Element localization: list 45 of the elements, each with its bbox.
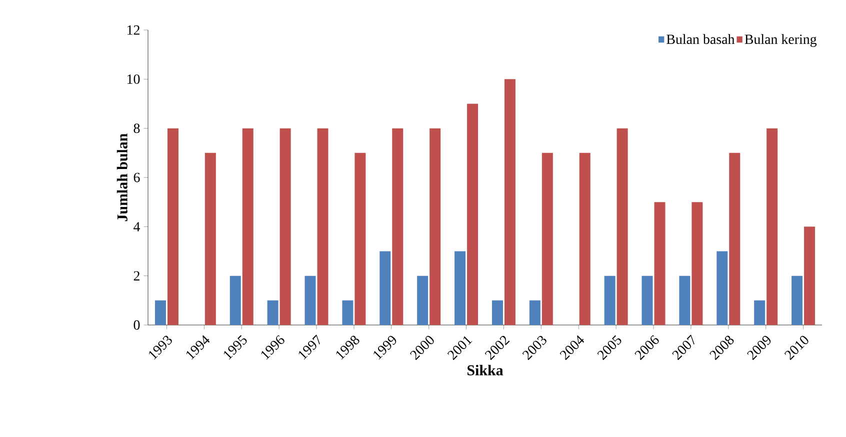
y-axis-title: Jumlah bulan (116, 134, 128, 222)
bar (579, 152, 590, 325)
bar (679, 276, 690, 325)
bar (504, 79, 516, 325)
bar (267, 300, 278, 325)
bar (154, 300, 166, 325)
bar (804, 226, 816, 325)
y-tick-label: 6 (134, 172, 140, 182)
bar (317, 128, 328, 325)
legend-label: Bulan kering (744, 34, 817, 47)
y-tick-label: 12 (128, 25, 140, 35)
bar (280, 128, 291, 325)
bar (529, 300, 540, 325)
bar (642, 276, 653, 325)
bar (342, 300, 354, 325)
bar (242, 128, 254, 325)
y-tick-label: 8 (134, 124, 140, 134)
bar (467, 104, 478, 325)
bar (230, 276, 241, 325)
bar (354, 152, 366, 325)
bar (454, 251, 466, 325)
bar (754, 300, 766, 325)
bar (304, 276, 316, 325)
y-tick-label: 10 (128, 74, 140, 84)
bar (692, 202, 703, 325)
bar (417, 276, 428, 325)
y-tick-label: 4 (134, 222, 140, 232)
legend-label: Bulan basah (666, 34, 735, 44)
bar (492, 300, 503, 325)
bar (380, 251, 391, 325)
bar (716, 251, 728, 325)
bar (604, 276, 616, 325)
bar (167, 128, 178, 325)
bar (204, 152, 216, 325)
bar (392, 128, 404, 325)
y-tick-label: 2 (134, 271, 140, 280)
bar (766, 128, 778, 325)
bar (792, 276, 803, 325)
bar (616, 128, 628, 325)
y-tick-label: 0 (134, 320, 140, 330)
bar (729, 152, 740, 325)
bar (542, 152, 553, 325)
x-axis-title: Sikka (468, 364, 504, 376)
bar (654, 202, 666, 325)
bar (430, 128, 441, 325)
